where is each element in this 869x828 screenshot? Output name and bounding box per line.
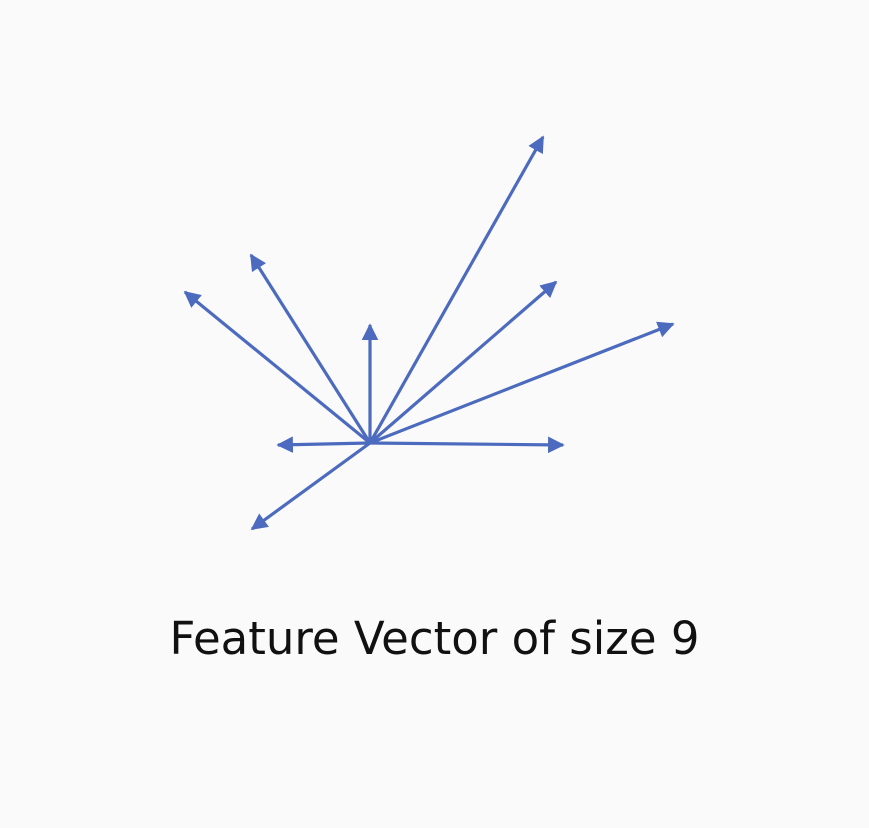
vector-arrow-1 <box>368 135 545 444</box>
vector-arrow-4 <box>369 436 565 454</box>
vector-arrow-8 <box>276 436 371 453</box>
vector-arrow-6 <box>249 253 372 444</box>
vector-arrow-9 <box>250 441 371 531</box>
vector-arrow-7 <box>183 290 372 445</box>
vector-arrow-3 <box>369 321 675 445</box>
vector-arrows <box>183 135 675 531</box>
vector-arrow-2 <box>368 280 558 445</box>
diagram-caption: Feature Vector of size 9 <box>169 612 700 665</box>
